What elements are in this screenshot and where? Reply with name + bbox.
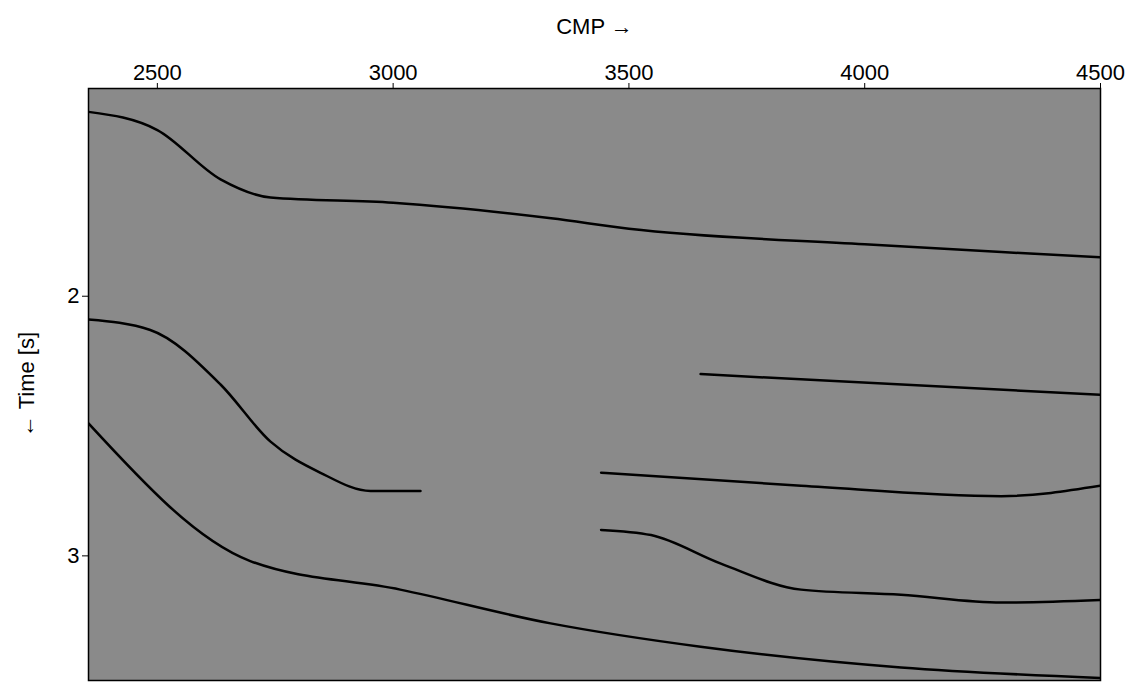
svg-text:← Time [s]: ← Time [s] <box>14 332 39 437</box>
svg-text:4500: 4500 <box>1076 60 1125 85</box>
svg-text:3000: 3000 <box>369 60 418 85</box>
svg-text:3: 3 <box>67 543 79 568</box>
svg-text:4000: 4000 <box>840 60 889 85</box>
svg-text:CMP →: CMP → <box>556 14 633 39</box>
svg-text:2500: 2500 <box>133 60 182 85</box>
svg-text:3500: 3500 <box>604 60 653 85</box>
svg-text:2: 2 <box>67 283 79 308</box>
